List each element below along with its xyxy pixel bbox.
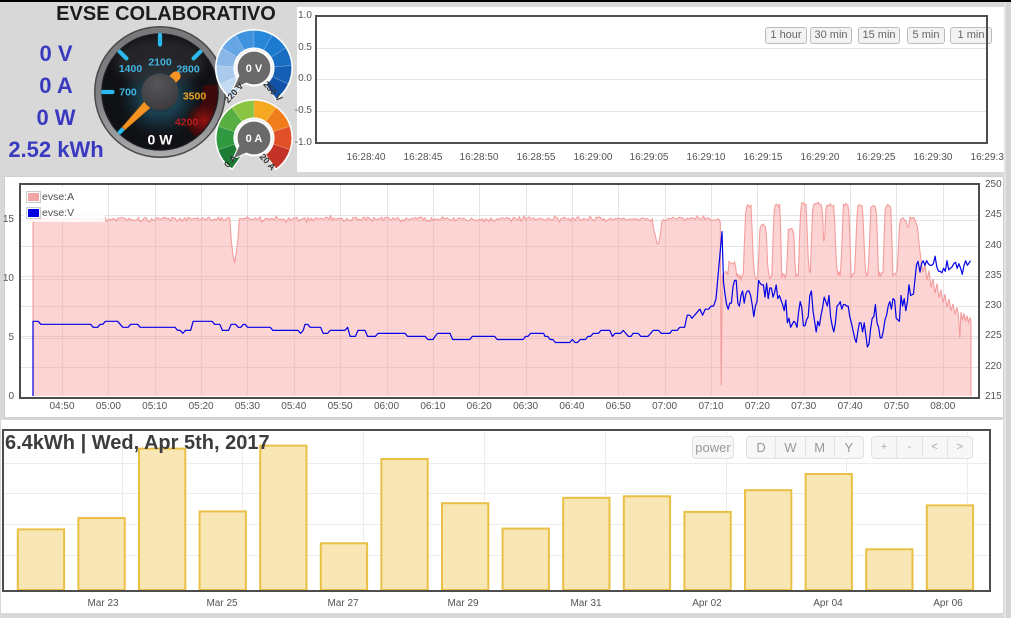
svg-text:1400: 1400 <box>119 63 143 75</box>
svg-text:3500: 3500 <box>183 90 207 102</box>
svg-text:2800: 2800 <box>176 64 200 76</box>
svg-text:0 A: 0 A <box>246 133 263 145</box>
svg-text:2100: 2100 <box>148 56 172 68</box>
svg-text:0 V: 0 V <box>246 63 263 75</box>
svg-text:700: 700 <box>119 87 137 99</box>
svg-text:0 W: 0 W <box>148 132 174 148</box>
svg-text:4200: 4200 <box>175 117 199 129</box>
